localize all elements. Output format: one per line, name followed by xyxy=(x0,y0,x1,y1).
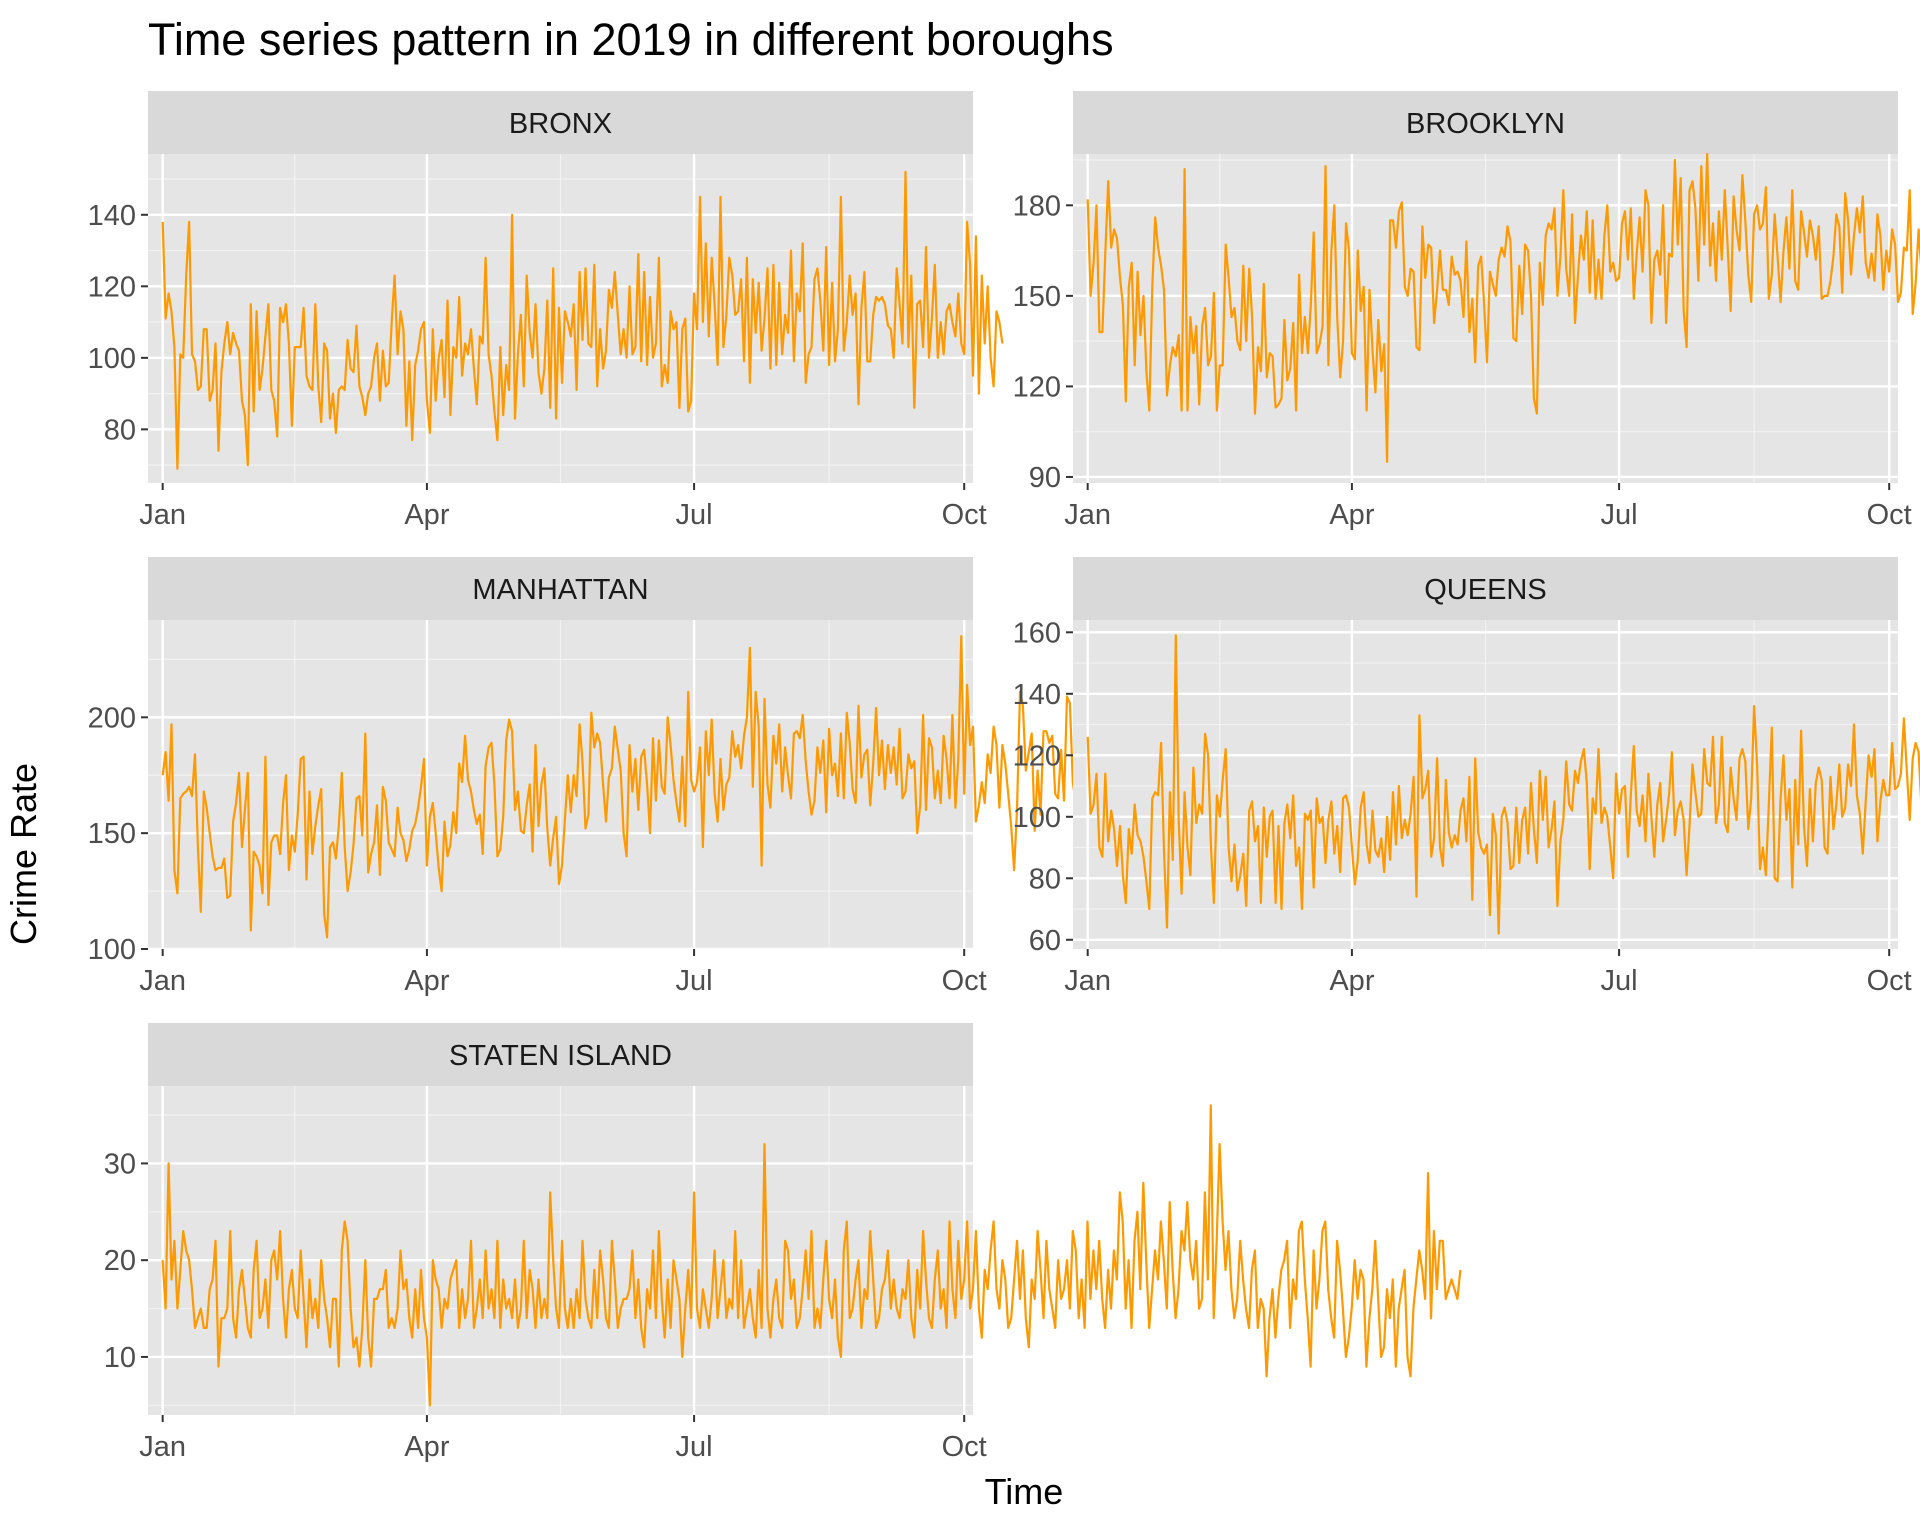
x-tick-label-bronx: Apr xyxy=(404,499,449,531)
panel-manhattan: MANHATTAN 100 150 200 Jan Apr Jul Oct xyxy=(88,557,1086,997)
chart-title: Time series pattern in 2019 in different… xyxy=(148,14,1114,65)
panel-brooklyn: BROOKLYN 90 120 150 180 Jan Apr Jul Oct xyxy=(1013,91,1920,531)
x-tick-label-staten-island: Apr xyxy=(404,1431,449,1463)
x-tick-label-staten-island: Jan xyxy=(139,1431,186,1463)
strip-label-manhattan: MANHATTAN xyxy=(472,574,648,606)
series-line-manhattan xyxy=(161,635,1086,939)
y-tick-label-brooklyn: 180 xyxy=(1013,190,1061,222)
y-tick-label-queens: 160 xyxy=(1013,617,1061,649)
panel-staten-island: STATEN ISLAND 10 20 30 Jan Apr Jul Oct xyxy=(104,1023,1462,1463)
strip-label-brooklyn: BROOKLYN xyxy=(1406,108,1565,140)
y-tick-label-queens: 80 xyxy=(1029,863,1061,895)
x-tick-label-bronx: Jan xyxy=(139,499,186,531)
series-line-queens xyxy=(1086,634,1920,935)
x-tick-label-brooklyn: Jan xyxy=(1064,499,1111,531)
x-tick-label-manhattan: Jan xyxy=(139,965,186,997)
x-tick-label-bronx: Oct xyxy=(942,499,987,531)
x-axis-title: Time xyxy=(985,1471,1064,1512)
y-tick-label-brooklyn: 120 xyxy=(1013,371,1061,403)
x-tick-label-queens: Apr xyxy=(1329,965,1374,997)
y-tick-label-bronx: 120 xyxy=(88,271,136,303)
y-tick-label-manhattan: 100 xyxy=(88,934,136,966)
y-axis-title: Crime Rate xyxy=(3,763,44,945)
y-tick-label-manhattan: 200 xyxy=(88,702,136,734)
x-tick-label-staten-island: Oct xyxy=(942,1431,987,1463)
y-tick-label-staten-island: 30 xyxy=(104,1148,136,1180)
x-tick-label-queens: Oct xyxy=(1867,965,1912,997)
strip-bronx xyxy=(148,91,973,154)
y-tick-label-bronx: 140 xyxy=(88,200,136,232)
x-tick-label-queens: Jan xyxy=(1064,965,1111,997)
strip-queens xyxy=(1073,557,1898,620)
series-line-brooklyn xyxy=(1086,152,1920,463)
facets-group: BRONX 80 100 120 140 Jan Apr Jul Oct BROOKLYN 90 12… xyxy=(88,91,1920,1463)
y-tick-label-staten-island: 10 xyxy=(104,1342,136,1374)
strip-staten-island xyxy=(148,1023,973,1086)
y-tick-label-bronx: 80 xyxy=(104,414,136,446)
panel-queens: QUEENS 60 80 100 120 140 160 Jan Apr Jul Oct xyxy=(1013,557,1920,997)
y-tick-label-bronx: 100 xyxy=(88,343,136,375)
x-tick-label-brooklyn: Apr xyxy=(1329,499,1374,531)
x-tick-label-manhattan: Apr xyxy=(404,965,449,997)
y-tick-label-brooklyn: 150 xyxy=(1013,281,1061,313)
series-line-staten-island xyxy=(161,1104,1462,1407)
series-line-bronx xyxy=(161,170,1004,470)
strip-label-queens: QUEENS xyxy=(1424,574,1546,606)
y-tick-label-queens: 100 xyxy=(1013,802,1061,834)
x-tick-label-staten-island: Jul xyxy=(676,1431,713,1463)
x-tick-label-brooklyn: Oct xyxy=(1867,499,1912,531)
y-tick-label-queens: 60 xyxy=(1029,925,1061,957)
strip-label-staten-island: STATEN ISLAND xyxy=(449,1040,672,1072)
x-tick-label-manhattan: Oct xyxy=(942,965,987,997)
x-tick-label-manhattan: Jul xyxy=(676,965,713,997)
x-tick-label-bronx: Jul xyxy=(676,499,713,531)
x-tick-label-brooklyn: Jul xyxy=(1601,499,1638,531)
panel-bronx: BRONX 80 100 120 140 Jan Apr Jul Oct xyxy=(88,91,1004,531)
y-tick-label-brooklyn: 90 xyxy=(1029,462,1061,494)
y-tick-label-staten-island: 20 xyxy=(104,1245,136,1277)
y-tick-label-queens: 140 xyxy=(1013,679,1061,711)
x-tick-label-queens: Jul xyxy=(1601,965,1638,997)
strip-manhattan xyxy=(148,557,973,620)
y-tick-label-queens: 120 xyxy=(1013,740,1061,772)
y-tick-label-manhattan: 150 xyxy=(88,818,136,850)
strip-label-bronx: BRONX xyxy=(509,108,612,140)
strip-brooklyn xyxy=(1073,91,1898,154)
